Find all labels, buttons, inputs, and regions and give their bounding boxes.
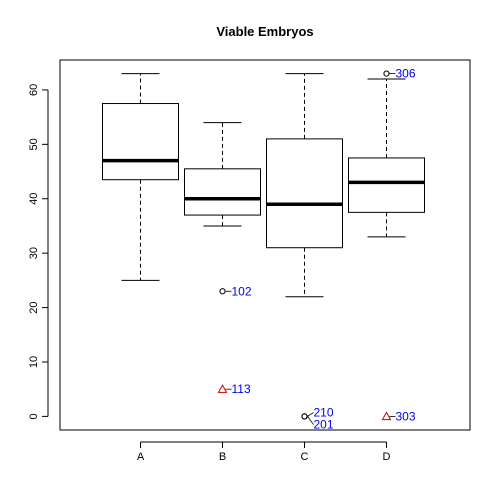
outlier-label: 201 <box>314 418 334 432</box>
box-c <box>266 73 343 298</box>
box-iqr <box>102 103 179 181</box>
box-iqr <box>184 168 261 216</box>
x-tick-label: C <box>301 451 309 463</box>
y-tick-label: 30 <box>28 247 40 259</box>
outlier-label: 306 <box>396 67 416 81</box>
outlier-label: 113 <box>232 382 251 396</box>
y-tick-label: 40 <box>28 193 40 205</box>
x-axis: A B C D <box>137 441 391 463</box>
outlier-point <box>219 288 226 295</box>
box-b <box>184 122 261 227</box>
box-iqr <box>348 157 425 213</box>
outlier-201: 201 <box>301 413 334 432</box>
box-a <box>102 73 179 281</box>
chart-title: Viable Embryos <box>216 24 313 39</box>
outlier-point <box>381 411 392 421</box>
outlier-113: 113 <box>217 382 251 396</box>
y-tick-label: 20 <box>28 301 40 313</box>
plot-frame <box>59 59 471 431</box>
outlier-303: 303 <box>381 409 416 423</box>
y-tick-label: 50 <box>28 138 40 150</box>
outlier-306: 306 <box>383 67 416 81</box>
outlier-point <box>301 413 308 420</box>
outlier-point <box>217 384 228 393</box>
boxes <box>102 73 425 298</box>
outlier-leader <box>307 416 314 425</box>
outlier-102: 102 <box>219 284 252 298</box>
outlier-point <box>383 70 390 77</box>
x-tick-label: B <box>219 451 226 463</box>
outlier-label: 102 <box>232 284 252 298</box>
y-tick-label: 60 <box>28 84 40 96</box>
x-tick-label: D <box>383 451 391 463</box>
outlier-label: 210 <box>314 406 334 420</box>
y-axis: 0 10 20 30 40 50 60 <box>28 84 49 419</box>
box-iqr <box>266 138 343 249</box>
outlier-label: 303 <box>396 409 416 423</box>
outlier-leader <box>307 412 314 417</box>
box-d <box>348 78 425 238</box>
y-tick-label: 10 <box>28 356 40 368</box>
x-tick-label: A <box>137 451 145 463</box>
y-tick-label: 0 <box>28 413 40 419</box>
